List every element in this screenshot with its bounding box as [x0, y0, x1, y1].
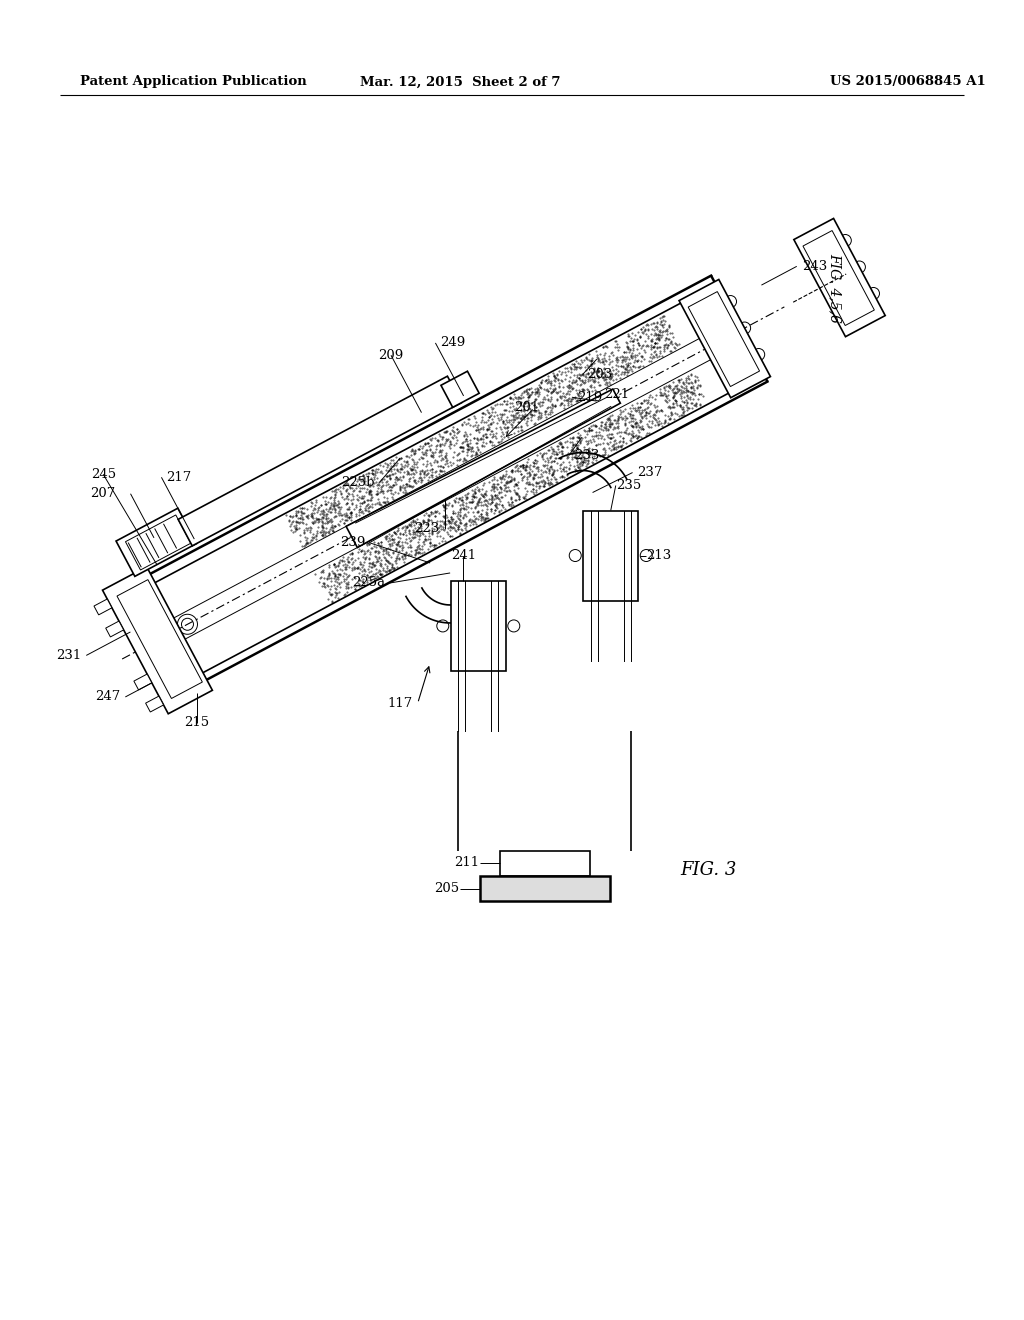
- Polygon shape: [679, 280, 770, 397]
- Polygon shape: [451, 581, 506, 671]
- Polygon shape: [145, 696, 164, 711]
- Circle shape: [468, 595, 488, 616]
- Circle shape: [508, 620, 520, 632]
- Text: 235: 235: [615, 479, 641, 492]
- Circle shape: [601, 565, 621, 586]
- Circle shape: [150, 635, 162, 647]
- Circle shape: [468, 616, 488, 636]
- Circle shape: [145, 631, 166, 651]
- Text: 247: 247: [95, 690, 121, 704]
- Text: 245: 245: [91, 467, 116, 480]
- Text: 203: 203: [588, 368, 612, 381]
- Polygon shape: [134, 675, 152, 690]
- Text: 201: 201: [514, 401, 540, 414]
- Polygon shape: [126, 515, 190, 570]
- Polygon shape: [441, 371, 479, 408]
- Circle shape: [569, 549, 582, 561]
- Polygon shape: [688, 292, 760, 387]
- Text: 117: 117: [387, 697, 413, 710]
- Text: 233: 233: [573, 449, 599, 462]
- Polygon shape: [584, 511, 638, 601]
- Circle shape: [724, 350, 740, 366]
- Circle shape: [829, 271, 846, 286]
- Polygon shape: [94, 599, 112, 615]
- Circle shape: [820, 253, 836, 269]
- Circle shape: [725, 296, 736, 308]
- Polygon shape: [178, 376, 462, 546]
- Text: 209: 209: [379, 348, 403, 362]
- Circle shape: [738, 322, 751, 334]
- Circle shape: [148, 535, 164, 550]
- Text: Patent Application Publication: Patent Application Publication: [80, 75, 307, 88]
- Circle shape: [473, 601, 483, 611]
- Text: 217: 217: [167, 471, 191, 484]
- Text: 205: 205: [434, 883, 460, 895]
- Circle shape: [181, 618, 194, 630]
- Circle shape: [177, 614, 198, 635]
- Text: US 2015/0068845 A1: US 2015/0068845 A1: [830, 75, 986, 88]
- Circle shape: [606, 570, 615, 581]
- Text: 225b: 225b: [341, 477, 375, 490]
- Circle shape: [601, 545, 621, 565]
- Circle shape: [166, 627, 177, 639]
- Polygon shape: [116, 508, 197, 577]
- Text: 241: 241: [451, 549, 476, 562]
- Circle shape: [468, 636, 488, 656]
- Polygon shape: [794, 218, 885, 337]
- Circle shape: [853, 261, 865, 273]
- Text: Mar. 12, 2015  Sheet 2 of 7: Mar. 12, 2015 Sheet 2 of 7: [359, 75, 560, 88]
- Text: 243: 243: [802, 260, 827, 273]
- Circle shape: [606, 550, 615, 561]
- Polygon shape: [117, 579, 203, 698]
- Circle shape: [473, 642, 483, 651]
- Text: 223: 223: [415, 523, 439, 536]
- Text: FIG. 3: FIG. 3: [680, 861, 736, 879]
- Text: 237: 237: [638, 466, 663, 479]
- Text: 221: 221: [604, 388, 629, 401]
- Circle shape: [753, 348, 765, 360]
- Circle shape: [840, 235, 851, 247]
- Text: 213: 213: [646, 549, 671, 562]
- Polygon shape: [803, 231, 874, 326]
- Circle shape: [473, 620, 483, 631]
- Circle shape: [706, 314, 721, 330]
- Circle shape: [437, 620, 449, 632]
- Circle shape: [867, 288, 880, 300]
- Circle shape: [162, 623, 181, 643]
- Circle shape: [606, 531, 615, 540]
- Text: 225a: 225a: [352, 577, 385, 590]
- Text: 219: 219: [577, 391, 602, 404]
- Circle shape: [715, 331, 730, 347]
- Polygon shape: [479, 876, 609, 902]
- Text: 207: 207: [90, 487, 116, 500]
- Text: 249: 249: [440, 337, 466, 350]
- Polygon shape: [105, 622, 124, 638]
- Circle shape: [839, 288, 855, 305]
- Polygon shape: [500, 851, 590, 876]
- Text: 239: 239: [340, 536, 366, 549]
- Text: FIG. 4,5,6: FIG. 4,5,6: [827, 253, 842, 323]
- Circle shape: [486, 880, 503, 896]
- Polygon shape: [346, 389, 621, 548]
- Circle shape: [640, 549, 652, 561]
- Polygon shape: [102, 566, 212, 714]
- Circle shape: [350, 434, 365, 447]
- Text: 211: 211: [455, 857, 479, 870]
- Circle shape: [601, 525, 621, 545]
- Circle shape: [587, 880, 602, 896]
- Text: 215: 215: [184, 717, 209, 730]
- Circle shape: [191, 519, 206, 532]
- Text: 231: 231: [56, 649, 81, 661]
- Circle shape: [218, 504, 231, 519]
